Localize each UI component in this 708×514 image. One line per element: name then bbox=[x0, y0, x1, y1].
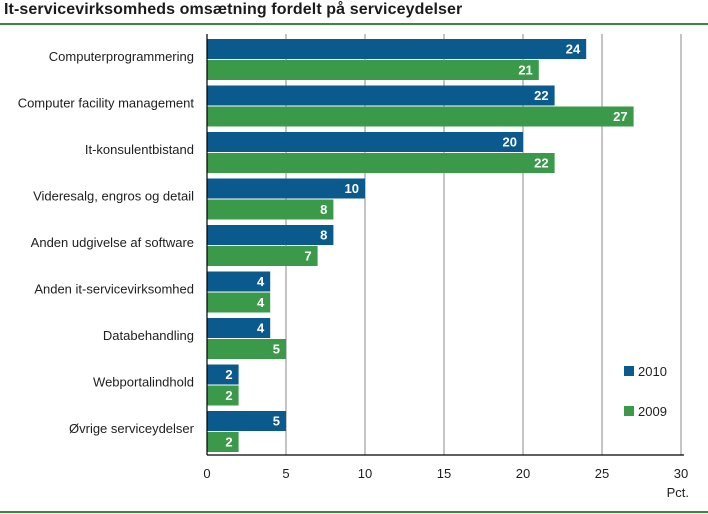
bar-2009-0 bbox=[207, 60, 539, 80]
category-label-8: Øvrige serviceydelser bbox=[69, 421, 195, 436]
bar-value-label-2009-2: 22 bbox=[534, 156, 548, 171]
bar-2009-6 bbox=[207, 339, 286, 359]
x-axis-label: Pct. bbox=[667, 485, 689, 500]
bar-value-label-2009-8: 2 bbox=[225, 435, 232, 450]
bottom-rule bbox=[0, 511, 708, 513]
bar-value-label-2009-0: 21 bbox=[518, 63, 532, 78]
bar-2009-8 bbox=[207, 432, 239, 452]
category-label-0: Computerprogrammering bbox=[49, 49, 194, 64]
category-label-1: Computer facility management bbox=[18, 96, 195, 111]
bar-2010-6 bbox=[207, 318, 271, 338]
bar-2010-2 bbox=[207, 132, 523, 152]
chart-title: It-servicevirksomheds omsætning fordelt … bbox=[4, 1, 463, 18]
category-label-4: Anden udgivelse af software bbox=[31, 235, 194, 250]
bar-2009-4 bbox=[207, 246, 318, 266]
bar-value-label-2010-8: 5 bbox=[273, 414, 280, 429]
x-tick-label-0: 0 bbox=[203, 466, 210, 481]
bar-value-label-2009-7: 2 bbox=[225, 388, 232, 403]
legend-label-2010: 2010 bbox=[638, 364, 667, 379]
legend-label-2009: 2009 bbox=[638, 404, 667, 419]
bar-2010-4 bbox=[207, 225, 334, 245]
bar-value-label-2010-3: 10 bbox=[345, 181, 359, 196]
legend-swatch-2010 bbox=[624, 366, 634, 376]
category-label-6: Databehandling bbox=[103, 328, 194, 343]
bar-value-label-2010-7: 2 bbox=[225, 367, 232, 382]
bar-value-label-2010-0: 24 bbox=[566, 42, 581, 57]
bar-2010-1 bbox=[207, 85, 555, 106]
bar-value-label-2010-4: 8 bbox=[320, 228, 327, 243]
bar-value-label-2010-6: 4 bbox=[257, 321, 265, 336]
x-tick-label-30: 30 bbox=[674, 466, 688, 481]
bar-2010-3 bbox=[207, 178, 365, 199]
x-tick-label-25: 25 bbox=[595, 466, 609, 481]
bar-2010-0 bbox=[207, 39, 587, 59]
bar-value-label-2009-3: 8 bbox=[320, 202, 327, 217]
category-label-3: Videresalg, engros og detail bbox=[33, 189, 194, 204]
x-tick-label-10: 10 bbox=[358, 466, 372, 481]
top-rule bbox=[0, 23, 708, 25]
category-label-7: Webportalindhold bbox=[93, 375, 194, 390]
bar-value-label-2009-6: 5 bbox=[273, 342, 280, 357]
bar-2010-5 bbox=[207, 271, 271, 292]
category-label-5: Anden it-servicevirksomhed bbox=[34, 282, 194, 297]
x-tick-label-15: 15 bbox=[437, 466, 451, 481]
x-tick-label-20: 20 bbox=[516, 466, 530, 481]
x-tick-label-5: 5 bbox=[282, 466, 289, 481]
bar-value-label-2010-5: 4 bbox=[257, 274, 265, 289]
bar-2009-7 bbox=[207, 385, 239, 406]
bar-value-label-2009-5: 4 bbox=[257, 295, 265, 310]
bar-2009-2 bbox=[207, 153, 555, 173]
bar-2009-5 bbox=[207, 292, 271, 313]
bar-2009-1 bbox=[207, 106, 634, 127]
bar-value-label-2010-1: 22 bbox=[534, 88, 548, 103]
bar-2009-3 bbox=[207, 199, 334, 220]
bar-2010-8 bbox=[207, 411, 286, 431]
category-label-2: It-konsulentbistand bbox=[85, 142, 194, 157]
bar-value-label-2009-4: 7 bbox=[304, 249, 311, 264]
legend-swatch-2009 bbox=[624, 406, 634, 416]
bar-value-label-2009-1: 27 bbox=[613, 109, 627, 124]
bar-2010-7 bbox=[207, 364, 239, 385]
bar-value-label-2010-2: 20 bbox=[503, 135, 517, 150]
